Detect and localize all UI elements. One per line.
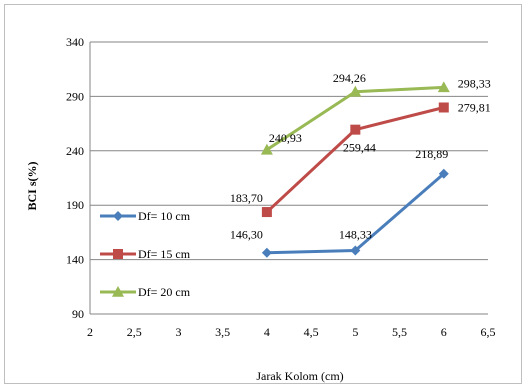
data-label: 146,30 xyxy=(230,228,263,242)
legend: Df= 10 cm Df= 15 cm Df= 20 cm xyxy=(100,209,191,299)
x-tick-label: 2,5 xyxy=(127,325,142,339)
legend-label: Df= 15 cm xyxy=(138,247,191,261)
data-point xyxy=(261,247,272,258)
legend-marker xyxy=(112,286,124,297)
data-point xyxy=(261,207,272,218)
series-layer xyxy=(260,81,450,258)
data-labels: 146,30 148,33 218,89 183,70 259,44 279,81 240,… xyxy=(230,71,491,242)
y-axis-title: BCI s(%) xyxy=(25,161,39,210)
data-label: 298,33 xyxy=(458,76,491,90)
x-tick-label: 5,5 xyxy=(392,325,407,339)
data-point xyxy=(438,102,449,113)
data-label: 294,26 xyxy=(333,71,366,85)
y-tick-label: 240 xyxy=(66,144,84,158)
x-tick-label: 4,5 xyxy=(304,325,319,339)
data-label: 259,44 xyxy=(343,141,376,155)
data-point xyxy=(437,81,450,93)
x-tick-label: 4 xyxy=(264,325,270,339)
legend-label: Df= 10 cm xyxy=(138,209,191,223)
axes: 90 140 190 240 290 340 2 2,5 3 3,5 4 4,5 5 5,5 6 6,5 xyxy=(66,35,496,339)
data-label: 279,81 xyxy=(458,100,491,114)
y-tick-label: 140 xyxy=(66,253,84,267)
gridlines xyxy=(90,41,488,315)
x-tick-label: 6,5 xyxy=(481,325,496,339)
data-point xyxy=(438,168,449,179)
y-tick-label: 340 xyxy=(66,35,84,49)
data-label: 148,33 xyxy=(339,228,372,242)
data-point xyxy=(349,85,362,97)
x-tick-label: 6 xyxy=(441,325,447,339)
x-tick-label: 3 xyxy=(175,325,181,339)
y-tick-label: 290 xyxy=(66,89,84,103)
y-tick-label: 190 xyxy=(66,198,84,212)
legend-marker xyxy=(113,211,123,221)
x-tick-label: 5 xyxy=(352,325,358,339)
legend-marker xyxy=(113,249,123,259)
x-tick-label: 2 xyxy=(87,325,93,339)
data-label: 183,70 xyxy=(230,191,263,205)
x-tick-label: 3,5 xyxy=(215,325,230,339)
x-axis-title: Jarak Kolom (cm) xyxy=(256,369,343,383)
data-label: 218,89 xyxy=(415,147,448,161)
data-point xyxy=(350,245,361,256)
data-label: 240,93 xyxy=(269,131,302,145)
legend-label: Df= 20 cm xyxy=(138,285,191,299)
data-point xyxy=(350,124,361,135)
y-tick-label: 90 xyxy=(72,307,84,321)
data-point xyxy=(260,143,273,155)
